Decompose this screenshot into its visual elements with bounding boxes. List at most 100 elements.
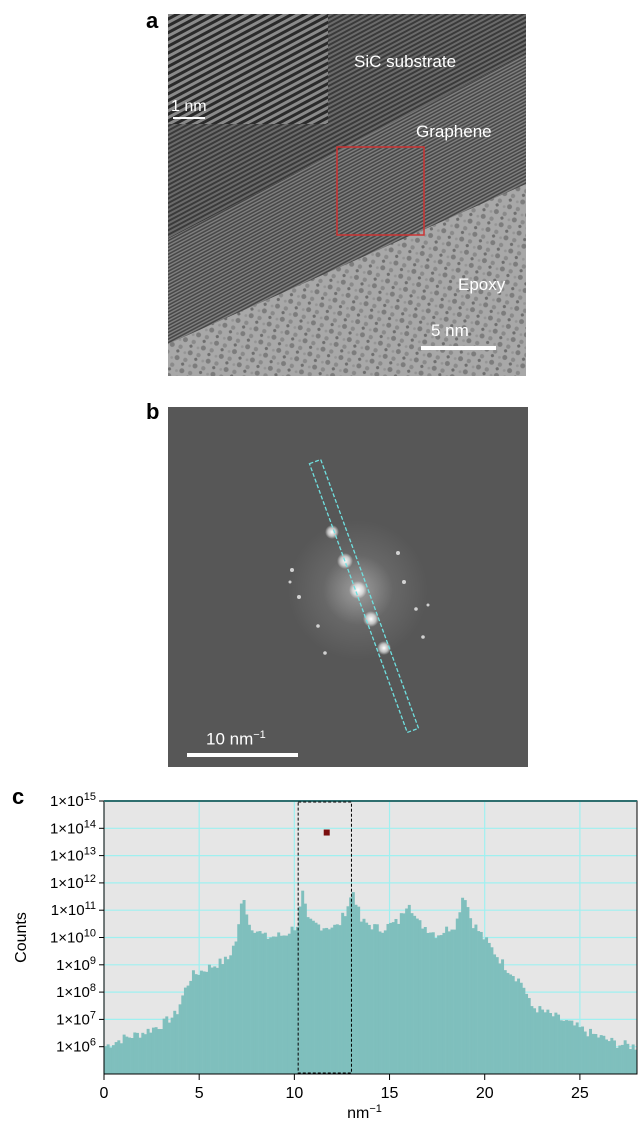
- histogram-bar: [290, 926, 294, 1074]
- histogram-bar: [119, 1043, 123, 1074]
- chart-panel-c: 0 5 10 15 20 25 1×106 1×107 1×108 1×109 1×1010 1×10…: [0, 785, 638, 1122]
- histogram-bar: [407, 904, 411, 1074]
- histogram-bar: [581, 1026, 584, 1074]
- scale-bar-b-text: 10 nm: [206, 729, 254, 749]
- scale-bar-b: [187, 753, 298, 757]
- histogram-bar: [578, 1027, 582, 1074]
- histogram-bar: [261, 933, 265, 1074]
- histogram-bar: [455, 918, 459, 1074]
- histogram-bar: [143, 1034, 147, 1074]
- histogram-bar: [498, 963, 502, 1074]
- histogram-bar: [170, 1017, 174, 1074]
- histogram-bar: [215, 967, 219, 1074]
- panel-b-letter: b: [146, 399, 160, 424]
- scale-bar-label-b: 10 nm−1: [206, 729, 266, 750]
- histogram-bar: [183, 987, 187, 1074]
- histogram-bar: [269, 937, 273, 1074]
- scale-bar-a: [421, 346, 496, 350]
- histogram-bar: [591, 1033, 595, 1074]
- histogram-bar: [527, 998, 531, 1074]
- histogram-bar: [487, 942, 491, 1074]
- histogram-bar: [130, 1038, 134, 1074]
- histogram-bar: [303, 903, 307, 1074]
- y-tick-label: 1×1011: [51, 900, 96, 919]
- histogram-bar: [373, 924, 377, 1074]
- histogram-bar: [575, 1022, 579, 1074]
- x-tick-label: 5: [195, 1085, 204, 1102]
- histogram-bar: [154, 1027, 158, 1074]
- histogram-bar: [519, 982, 523, 1074]
- histogram-bar: [586, 1036, 590, 1074]
- roi-box: [336, 146, 425, 236]
- histogram-bar: [343, 916, 347, 1074]
- histogram-bar: [258, 931, 262, 1074]
- histogram-bar: [381, 932, 385, 1074]
- histogram-bar: [410, 913, 414, 1074]
- y-tick-label: 1×107: [56, 1009, 96, 1028]
- histogram-bar: [607, 1041, 611, 1074]
- histogram-bar: [194, 974, 198, 1074]
- histogram-bar: [613, 1040, 616, 1074]
- tem-micrograph: [168, 14, 526, 376]
- histogram-bar: [175, 1014, 179, 1074]
- histogram-bar: [165, 1016, 169, 1074]
- histogram-bar: [114, 1042, 118, 1074]
- histogram-bar: [429, 932, 433, 1074]
- histogram-bar: [178, 1004, 182, 1074]
- histogram-bar: [554, 1012, 558, 1074]
- y-tick-label: 1×108: [56, 982, 96, 1001]
- histogram-bar: [533, 1008, 537, 1074]
- histogram-bar: [141, 1032, 145, 1074]
- histogram-bar: [277, 932, 281, 1074]
- histogram-bar: [359, 921, 363, 1074]
- histogram-bar: [104, 1046, 107, 1074]
- histogram-bar: [317, 924, 321, 1074]
- x-tick-label: 20: [476, 1085, 494, 1102]
- histogram-bar: [562, 1020, 566, 1074]
- histogram-bar: [239, 903, 243, 1074]
- histogram-bar: [391, 922, 395, 1074]
- histogram-bar: [210, 967, 214, 1074]
- histogram-bar: [351, 892, 355, 1074]
- histogram-bar: [570, 1020, 574, 1074]
- histogram-bar: [447, 931, 451, 1074]
- histogram-bar: [149, 1032, 153, 1074]
- histogram-bar: [229, 955, 233, 1074]
- histogram-bar: [418, 920, 422, 1074]
- histogram-bar: [509, 974, 513, 1074]
- y-tick-label: 1×109: [56, 955, 96, 974]
- y-tick-label: 1×1015: [50, 791, 96, 810]
- histogram-bar: [517, 978, 521, 1074]
- histogram-bar: [458, 912, 462, 1074]
- histogram-bar: [551, 1016, 555, 1074]
- y-axis-label: Counts: [13, 912, 30, 963]
- x-tick-label: 10: [285, 1085, 303, 1102]
- histogram-bar: [309, 918, 313, 1074]
- histogram-bar: [186, 985, 190, 1074]
- histogram-bar: [234, 941, 238, 1074]
- histogram-bar: [466, 907, 470, 1074]
- histogram-bar: [597, 1037, 600, 1074]
- label-graphene: Graphene: [416, 122, 492, 141]
- histogram-bar: [354, 904, 358, 1074]
- histogram-bar: [127, 1037, 131, 1074]
- histogram-bar: [399, 913, 403, 1074]
- histogram-bar: [426, 932, 430, 1074]
- histogram-bar: [450, 929, 454, 1074]
- histogram-bar: [162, 1018, 166, 1074]
- panel-a-letter: a: [146, 8, 159, 33]
- histogram-bar: [266, 938, 270, 1074]
- y-tick-label: 1×1012: [50, 873, 96, 892]
- histogram-bar: [514, 981, 518, 1074]
- histogram-bar: [471, 928, 475, 1074]
- histogram-bar: [205, 971, 209, 1074]
- histogram-bar: [173, 1010, 177, 1074]
- histogram-bar: [557, 1014, 561, 1074]
- histogram-bar: [610, 1037, 614, 1074]
- histogram-bar: [469, 918, 473, 1074]
- histogram-bar: [503, 970, 507, 1074]
- profile-box: [308, 458, 420, 734]
- histogram-bar: [490, 947, 494, 1074]
- histogram-bar: [594, 1033, 598, 1074]
- histogram-bar: [386, 923, 390, 1074]
